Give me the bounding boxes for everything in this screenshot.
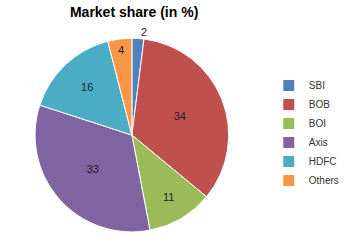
svg-text:BOI: BOI: [309, 118, 326, 129]
svg-text:SBI: SBI: [309, 80, 325, 91]
svg-text:4: 4: [118, 44, 124, 56]
svg-text:Market share (in %): Market share (in %): [70, 4, 198, 20]
svg-text:16: 16: [81, 81, 93, 93]
svg-text:34: 34: [174, 110, 186, 122]
svg-text:BOB: BOB: [309, 99, 330, 110]
svg-text:33: 33: [87, 163, 99, 175]
svg-text:2: 2: [141, 26, 147, 38]
svg-text:Axis: Axis: [309, 137, 328, 148]
svg-text:HDFC: HDFC: [309, 156, 337, 167]
svg-text:Others: Others: [309, 175, 339, 186]
svg-text:11: 11: [163, 191, 174, 203]
